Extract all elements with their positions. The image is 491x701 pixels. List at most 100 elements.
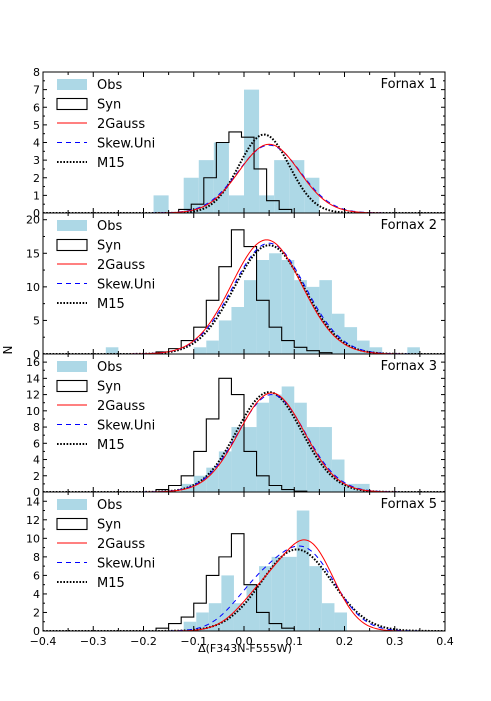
plot-area — [43, 229, 445, 354]
legend-label: Syn — [97, 380, 121, 395]
obs-bar — [331, 313, 345, 354]
y-tick-label: 8 — [33, 551, 40, 564]
legend-label: 2Gauss — [97, 117, 145, 132]
obs-bar — [244, 89, 260, 213]
obs-bar — [369, 347, 383, 354]
y-tick-label: 12 — [26, 514, 40, 527]
obs-bar — [233, 603, 247, 631]
syn-histogram — [155, 377, 308, 492]
obs-bar — [228, 195, 244, 213]
obs-bar — [304, 177, 320, 213]
obs-bar — [306, 427, 320, 492]
y-tick-label: 12 — [26, 389, 40, 402]
legend-label: M15 — [97, 297, 125, 312]
obs-bar — [231, 307, 244, 354]
y-tick-label: 4 — [33, 454, 40, 467]
panel-title: Fornax 5 — [381, 497, 437, 512]
y-tick-label: 10 — [26, 281, 40, 294]
y-tick-label: 10 — [26, 405, 40, 418]
y-tick-label: 14 — [26, 495, 40, 508]
panel-1: 0 1 2 3 4 5 6 7 8 Fornax 1 Obs Syn 2Gauss Skew.Uni M15 — [33, 66, 446, 220]
panel-4: 0 2 4 6 8 10 12 14 Fornax 5 Obs Syn 2Gauss Skew.Uni M… — [26, 491, 446, 638]
x-tick-label: −0.2 — [130, 635, 157, 648]
y-tick-label: 8 — [33, 66, 40, 79]
y-axis-label: N — [1, 346, 15, 355]
x-tick-label: 0.3 — [386, 635, 404, 648]
legend-syn-swatch — [56, 517, 88, 531]
obs-bar — [269, 253, 282, 354]
obs-bar — [344, 327, 358, 354]
panel-title: Fornax 3 — [381, 359, 437, 374]
obs-bar — [294, 402, 307, 492]
obs-bar — [105, 347, 119, 354]
legend-label: Obs — [97, 498, 122, 513]
legend-label: Syn — [97, 239, 121, 254]
legend-syn-swatch — [56, 238, 88, 252]
obs-bar — [244, 280, 257, 354]
obs-bar — [196, 612, 209, 631]
y-tick-label: 10 — [26, 532, 40, 545]
x-axis-label: Δ(F343N-F555W) — [198, 642, 292, 655]
obs-bar — [213, 142, 229, 213]
x-tick-label: 0.2 — [336, 635, 354, 648]
y-tick-label: 7 — [33, 84, 40, 97]
obs-bar — [269, 394, 282, 492]
x-tick-label: −0.4 — [30, 635, 57, 648]
obs-bar — [193, 347, 207, 354]
panel-title: Fornax 1 — [381, 77, 437, 92]
legend-label: Skew.Uni — [97, 557, 155, 572]
y-tick-label: 4 — [33, 137, 40, 150]
y-tick-label: 6 — [33, 437, 40, 450]
y-tick-label: 6 — [33, 101, 40, 114]
obs-bar — [218, 320, 232, 354]
m15-curve — [43, 391, 445, 492]
y-tick-label: 5 — [33, 119, 40, 132]
x-tick-label: 0.4 — [436, 635, 454, 648]
obs-bar — [319, 427, 332, 492]
obs-bar — [271, 556, 285, 631]
obs-bar — [407, 347, 420, 354]
obs-bar — [259, 195, 275, 213]
panel-3: 0 2 4 6 8 10 12 14 16 Fornax 3 Obs Syn 2Gauss Skew.Un… — [26, 353, 446, 499]
y-tick-label: 2 — [33, 470, 40, 483]
plot-area — [43, 377, 445, 492]
x-tick-label: 0.0 — [235, 635, 253, 648]
syn-histogram — [178, 131, 293, 213]
legend-obs-swatch — [57, 499, 87, 510]
obs-bar — [183, 621, 197, 631]
syn-histogram — [155, 229, 333, 354]
legend-label: Syn — [97, 518, 121, 533]
x-tick-label: 0.1 — [286, 635, 304, 648]
y-tick-label: 4 — [33, 588, 40, 601]
panel-title: Fornax 2 — [381, 218, 437, 233]
legend-label: Obs — [97, 78, 122, 93]
y-tick-label: 0 — [33, 207, 40, 220]
legend-obs-swatch — [57, 361, 87, 372]
legend-label: M15 — [97, 576, 125, 591]
y-tick-label: 3 — [33, 154, 40, 167]
obs-bar — [221, 575, 234, 631]
legend-label: Syn — [97, 98, 121, 113]
m15-curve — [43, 548, 445, 631]
legend-obs-swatch — [57, 220, 87, 231]
obs-bar — [321, 603, 335, 631]
legend-label: M15 — [97, 156, 125, 171]
x-tick-label: −0.1 — [180, 635, 207, 648]
obs-bar — [153, 195, 169, 213]
legend-obs-swatch — [57, 79, 87, 90]
legend-label: Skew.Uni — [97, 278, 155, 293]
obs-bar — [256, 260, 270, 354]
obs-bar — [357, 483, 370, 492]
y-tick-label: 8 — [33, 421, 40, 434]
m15-curve — [43, 133, 445, 213]
obs-bar — [218, 451, 232, 492]
legend-syn-swatch — [56, 379, 88, 393]
y-tick-label: 1 — [33, 189, 40, 202]
legend-syn-swatch — [56, 97, 88, 111]
obs-bar — [281, 260, 295, 354]
obs-bar — [296, 510, 310, 631]
y-tick-label: 6 — [33, 569, 40, 582]
obs-bar — [206, 340, 219, 354]
legend-label: 2Gauss — [97, 537, 145, 552]
